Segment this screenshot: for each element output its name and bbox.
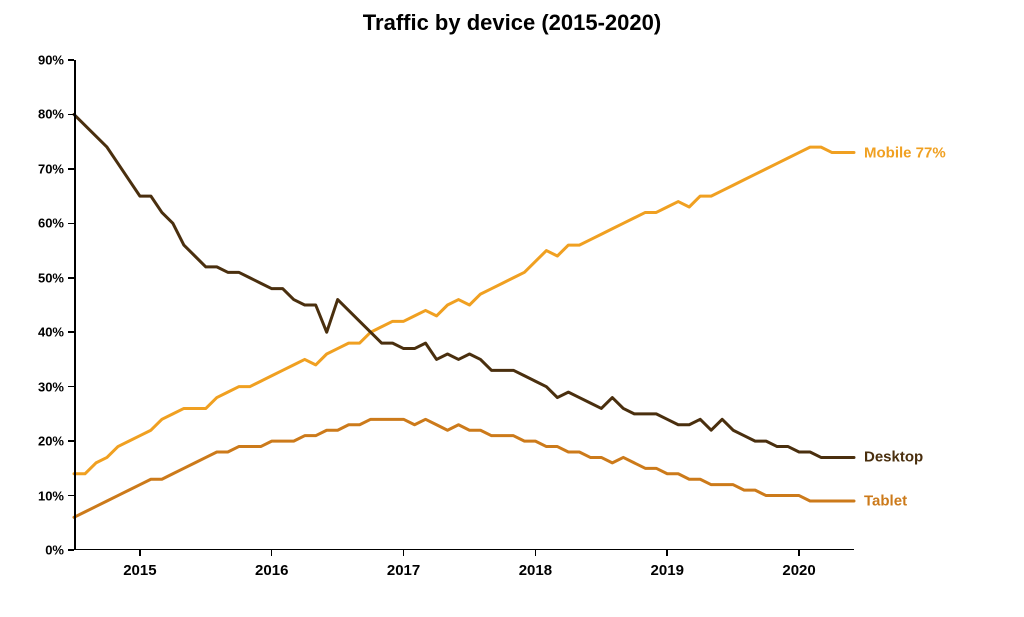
y-tick-label: 40% [24,325,64,340]
y-tick-mark [68,223,74,225]
y-tick-label: 20% [24,434,64,449]
x-tick-mark [666,550,668,556]
x-tick-mark [403,550,405,556]
y-tick-mark [68,495,74,497]
x-tick-mark [798,550,800,556]
x-tick-label: 2018 [519,562,552,579]
y-tick-mark [68,549,74,551]
plot-area: 0%10%20%30%40%50%60%70%80%90%20152016201… [74,60,854,550]
x-tick-label: 2015 [123,562,156,579]
x-tick-label: 2017 [387,562,420,579]
y-tick-mark [68,386,74,388]
x-tick-mark [271,550,273,556]
y-axis-line [74,60,76,550]
y-tick-label: 30% [24,379,64,394]
y-tick-label: 10% [24,488,64,503]
x-axis-line [74,549,854,551]
x-tick-label: 2020 [782,562,815,579]
y-tick-label: 70% [24,161,64,176]
x-tick-label: 2016 [255,562,288,579]
series-end-label-mobile: Mobile 77% [864,144,946,161]
x-tick-mark [139,550,141,556]
y-tick-mark [68,277,74,279]
y-tick-mark [68,168,74,170]
chart-title: Traffic by device (2015-2020) [0,10,1024,36]
series-end-label-tablet: Tablet [864,493,907,510]
series-line-desktop [74,114,854,457]
x-tick-label: 2019 [651,562,684,579]
series-end-label-desktop: Desktop [864,449,923,466]
y-tick-mark [68,331,74,333]
y-tick-label: 90% [24,53,64,68]
y-tick-label: 50% [24,270,64,285]
y-tick-label: 80% [24,107,64,122]
x-tick-mark [535,550,537,556]
series-line-tablet [74,419,854,517]
y-tick-label: 0% [24,543,64,558]
y-tick-label: 60% [24,216,64,231]
y-tick-mark [68,59,74,61]
y-tick-mark [68,440,74,442]
y-tick-mark [68,114,74,116]
series-line-mobile [74,147,854,474]
series-svg [74,60,854,550]
